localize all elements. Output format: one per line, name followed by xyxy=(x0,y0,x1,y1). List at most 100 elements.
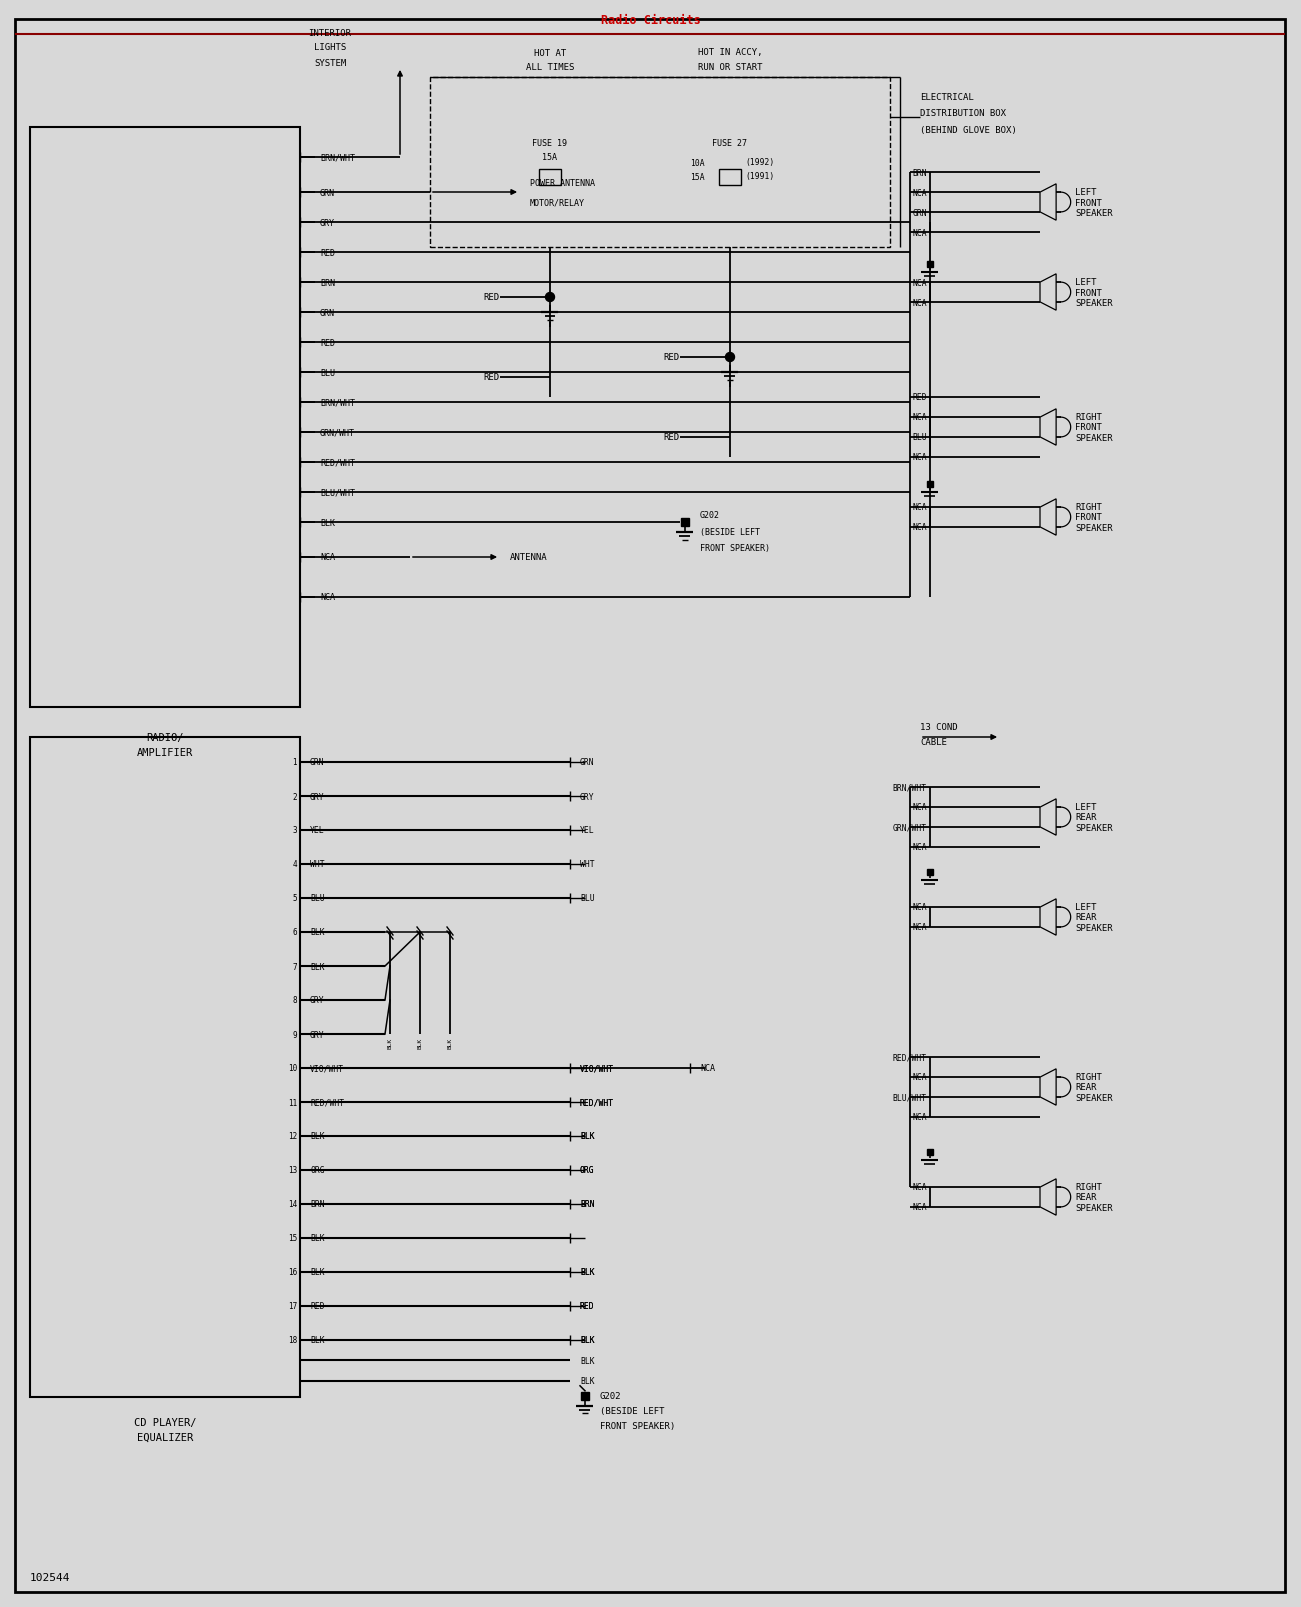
Text: CABLE: CABLE xyxy=(920,738,947,747)
Text: GRN: GRN xyxy=(310,759,325,767)
Text: GRN/WHT: GRN/WHT xyxy=(320,427,355,437)
Text: GRY: GRY xyxy=(310,996,325,1004)
Text: NCA: NCA xyxy=(912,1112,928,1122)
Text: BRN: BRN xyxy=(310,1200,325,1208)
Text: 10A: 10A xyxy=(690,159,705,167)
Text: GRN: GRN xyxy=(320,188,334,198)
Text: 13: 13 xyxy=(288,1165,297,1175)
Bar xyxy=(539,170,561,186)
Text: FRONT SPEAKER): FRONT SPEAKER) xyxy=(600,1422,675,1430)
Bar xyxy=(928,262,933,268)
Text: NCA: NCA xyxy=(912,524,928,532)
Bar xyxy=(719,170,742,186)
Text: MOTOR/RELAY: MOTOR/RELAY xyxy=(530,198,585,207)
Text: GRY: GRY xyxy=(320,219,334,227)
Text: NCA: NCA xyxy=(912,503,928,513)
Text: G202: G202 xyxy=(600,1392,622,1400)
Text: 18: 18 xyxy=(288,1335,297,1345)
Text: NCA: NCA xyxy=(912,228,928,238)
Text: BLK: BLK xyxy=(580,1356,595,1364)
Text: FRONT SPEAKER): FRONT SPEAKER) xyxy=(700,545,770,553)
Text: RED/WHT: RED/WHT xyxy=(580,1098,614,1107)
Text: RED: RED xyxy=(580,1302,595,1311)
Text: NCA: NCA xyxy=(320,593,334,603)
Text: YEL: YEL xyxy=(580,826,595,836)
Text: WHT: WHT xyxy=(310,860,325,869)
Text: 3: 3 xyxy=(293,826,297,836)
Text: BLK: BLK xyxy=(388,1037,393,1048)
Text: GRY: GRY xyxy=(580,792,595,800)
Text: VIO/WHT: VIO/WHT xyxy=(580,1064,614,1073)
Text: RED/WHT: RED/WHT xyxy=(310,1098,345,1107)
Text: 2: 2 xyxy=(293,792,297,800)
Text: ANTENNA: ANTENNA xyxy=(510,553,548,562)
Text: 15A: 15A xyxy=(543,153,558,162)
Text: GRN: GRN xyxy=(580,759,595,767)
Text: NCA: NCA xyxy=(320,553,334,562)
Text: RED/WHT: RED/WHT xyxy=(320,458,355,468)
Bar xyxy=(928,1149,933,1155)
Circle shape xyxy=(545,294,554,302)
Text: BLU: BLU xyxy=(310,893,325,903)
Text: 17: 17 xyxy=(288,1302,297,1311)
Text: INTERIOR: INTERIOR xyxy=(308,29,351,37)
Text: NCA: NCA xyxy=(912,1183,928,1192)
Text: 5: 5 xyxy=(293,893,297,903)
Text: NCA: NCA xyxy=(912,922,928,932)
Text: HOT IN ACCY,: HOT IN ACCY, xyxy=(697,48,762,58)
Text: BRN: BRN xyxy=(580,1200,595,1208)
Text: HOT AT: HOT AT xyxy=(533,48,566,58)
Text: BLK: BLK xyxy=(448,1037,453,1048)
Text: LIGHTS: LIGHTS xyxy=(314,43,346,53)
Text: BLK: BLK xyxy=(580,1131,595,1141)
Text: BLK: BLK xyxy=(580,1335,595,1345)
Text: RADIO/: RADIO/ xyxy=(146,733,183,742)
Text: 12: 12 xyxy=(288,1131,297,1141)
Text: 11: 11 xyxy=(288,1098,297,1107)
Text: VIO/WHT: VIO/WHT xyxy=(310,1064,345,1073)
Text: NCA: NCA xyxy=(912,299,928,307)
Text: SYSTEM: SYSTEM xyxy=(314,58,346,67)
Text: BLK: BLK xyxy=(580,1377,595,1385)
Text: RED: RED xyxy=(580,1302,595,1311)
Text: BLK: BLK xyxy=(580,1268,595,1276)
Text: NCA: NCA xyxy=(912,1202,928,1212)
Text: ORG: ORG xyxy=(580,1165,595,1175)
Text: 15: 15 xyxy=(288,1234,297,1242)
Text: NCA: NCA xyxy=(912,804,928,812)
Text: BRN/WHT: BRN/WHT xyxy=(320,399,355,407)
Text: RED: RED xyxy=(320,339,334,347)
Text: 14: 14 xyxy=(288,1200,297,1208)
Text: BLK: BLK xyxy=(580,1335,595,1345)
Text: LEFT
FRONT
SPEAKER: LEFT FRONT SPEAKER xyxy=(1075,278,1112,307)
Text: RED: RED xyxy=(484,294,500,302)
Text: RED: RED xyxy=(664,354,680,362)
Text: BRN/WHT: BRN/WHT xyxy=(892,783,928,792)
Text: RED: RED xyxy=(484,373,500,382)
Text: 1: 1 xyxy=(293,759,297,767)
Text: 8: 8 xyxy=(293,996,297,1004)
Text: RIGHT
REAR
SPEAKER: RIGHT REAR SPEAKER xyxy=(1075,1072,1112,1102)
Text: (1992): (1992) xyxy=(745,159,774,167)
Text: EQUALIZER: EQUALIZER xyxy=(137,1432,193,1441)
Text: BLK: BLK xyxy=(580,1131,595,1141)
Bar xyxy=(431,79,890,247)
Text: BLK: BLK xyxy=(310,927,325,937)
Text: BLK: BLK xyxy=(320,517,334,527)
Text: Radio Circuits: Radio Circuits xyxy=(601,13,700,26)
Text: RED: RED xyxy=(664,434,680,442)
Text: BLU: BLU xyxy=(320,368,334,378)
Text: LEFT
FRONT
SPEAKER: LEFT FRONT SPEAKER xyxy=(1075,188,1112,219)
Text: 16: 16 xyxy=(288,1268,297,1276)
Text: BLU/WHT: BLU/WHT xyxy=(320,489,355,497)
Text: BLU: BLU xyxy=(912,434,928,442)
Bar xyxy=(682,519,688,527)
Text: RIGHT
FRONT
SPEAKER: RIGHT FRONT SPEAKER xyxy=(1075,503,1112,532)
Text: LEFT
REAR
SPEAKER: LEFT REAR SPEAKER xyxy=(1075,903,1112,932)
Text: NCA: NCA xyxy=(912,1073,928,1082)
Text: 7: 7 xyxy=(293,963,297,971)
Bar xyxy=(30,129,301,707)
Text: 6: 6 xyxy=(293,927,297,937)
Circle shape xyxy=(726,354,735,362)
Text: ELECTRICAL: ELECTRICAL xyxy=(920,93,973,103)
